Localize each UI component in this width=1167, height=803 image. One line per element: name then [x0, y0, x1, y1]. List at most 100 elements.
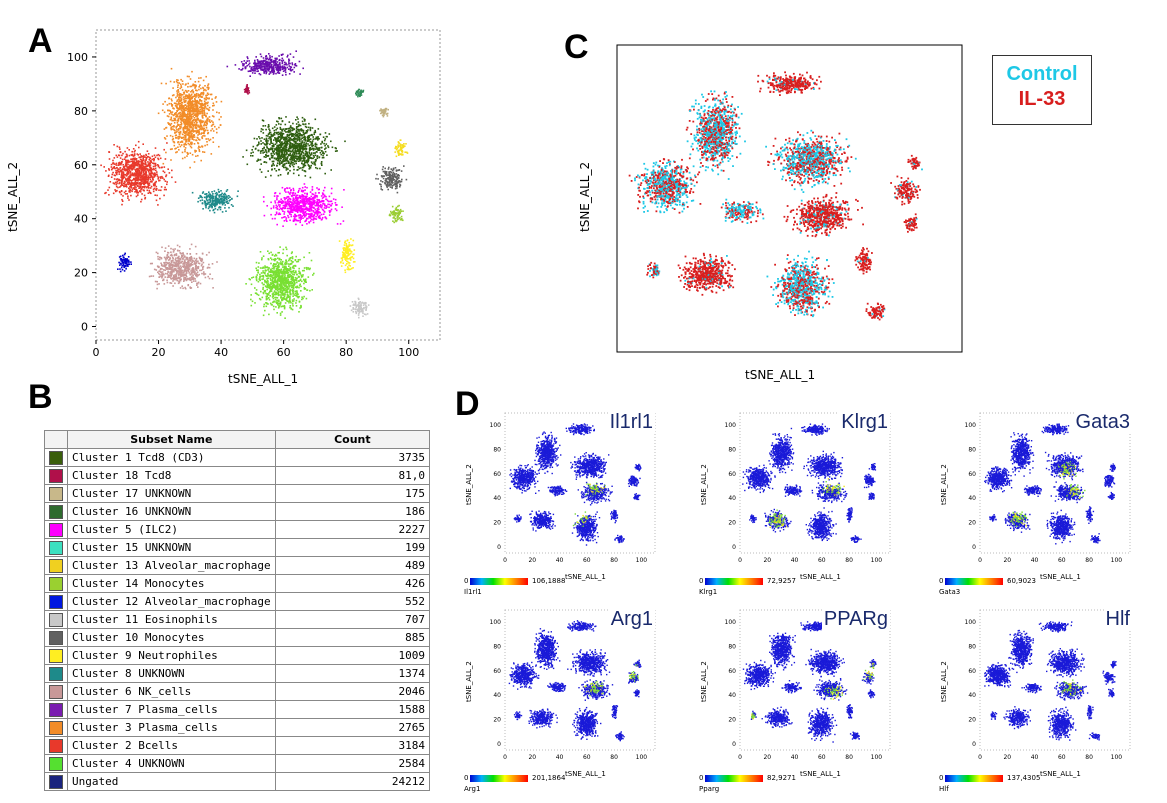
point — [190, 125, 192, 128]
point — [173, 268, 176, 270]
point — [285, 149, 288, 152]
point — [191, 107, 193, 109]
point — [153, 176, 156, 178]
point — [184, 95, 186, 98]
point — [301, 207, 304, 210]
point — [147, 156, 150, 158]
point — [259, 137, 261, 140]
point — [304, 220, 306, 223]
point — [128, 149, 130, 151]
point — [295, 135, 297, 137]
point — [218, 112, 220, 114]
point — [212, 193, 214, 195]
point — [213, 202, 215, 205]
point — [170, 67, 173, 70]
point — [323, 142, 325, 145]
point — [145, 158, 148, 160]
point — [133, 183, 136, 186]
point — [288, 147, 291, 149]
point — [312, 144, 314, 147]
point — [140, 155, 142, 157]
point — [184, 125, 186, 128]
point — [175, 263, 177, 265]
point — [150, 168, 152, 170]
point — [183, 276, 185, 279]
point — [289, 150, 292, 152]
point — [321, 150, 323, 152]
point — [185, 263, 188, 266]
point — [120, 183, 123, 185]
point — [181, 106, 183, 109]
point — [141, 164, 143, 167]
point — [186, 258, 189, 261]
point — [191, 109, 194, 111]
point — [260, 55, 263, 58]
point — [298, 123, 300, 126]
point — [166, 104, 169, 106]
point — [183, 115, 185, 117]
point — [274, 192, 276, 195]
point — [167, 251, 169, 254]
point — [197, 134, 199, 136]
point — [320, 162, 323, 165]
point — [301, 190, 303, 193]
point — [295, 123, 298, 125]
point — [184, 259, 186, 261]
point — [268, 148, 270, 150]
point — [314, 200, 316, 202]
point — [273, 61, 276, 63]
point — [123, 176, 126, 178]
point — [151, 158, 153, 161]
point — [192, 112, 195, 115]
point — [124, 165, 126, 167]
point — [271, 217, 274, 220]
point — [139, 158, 142, 161]
point — [273, 69, 275, 71]
point — [183, 100, 186, 102]
point — [219, 198, 222, 200]
point — [181, 269, 183, 272]
point — [172, 138, 175, 140]
point — [244, 66, 246, 68]
point — [150, 161, 153, 164]
point — [270, 148, 272, 151]
point — [293, 141, 296, 143]
point — [203, 196, 206, 199]
point — [190, 93, 193, 96]
point — [199, 99, 201, 101]
point — [181, 271, 183, 274]
point — [317, 136, 319, 138]
point — [208, 191, 210, 193]
point — [286, 149, 289, 151]
point — [265, 140, 268, 143]
point — [317, 212, 319, 214]
point — [149, 156, 151, 159]
point — [155, 185, 158, 188]
point — [304, 125, 307, 128]
point — [115, 162, 118, 165]
point — [218, 191, 220, 193]
point — [138, 160, 141, 163]
point — [277, 139, 279, 142]
point — [300, 142, 303, 145]
point — [278, 160, 281, 162]
point — [277, 156, 279, 158]
point — [181, 285, 183, 287]
point — [187, 262, 189, 265]
point — [279, 68, 282, 71]
point — [274, 148, 276, 151]
point — [192, 269, 195, 272]
point — [321, 146, 323, 149]
point — [194, 98, 196, 101]
point — [177, 89, 179, 92]
point — [304, 205, 306, 208]
point — [279, 141, 281, 144]
point — [141, 193, 143, 195]
point — [301, 209, 303, 211]
point — [316, 187, 318, 189]
point — [263, 66, 266, 69]
point — [312, 210, 315, 212]
point — [139, 187, 141, 189]
point — [314, 145, 317, 148]
point — [137, 182, 139, 184]
